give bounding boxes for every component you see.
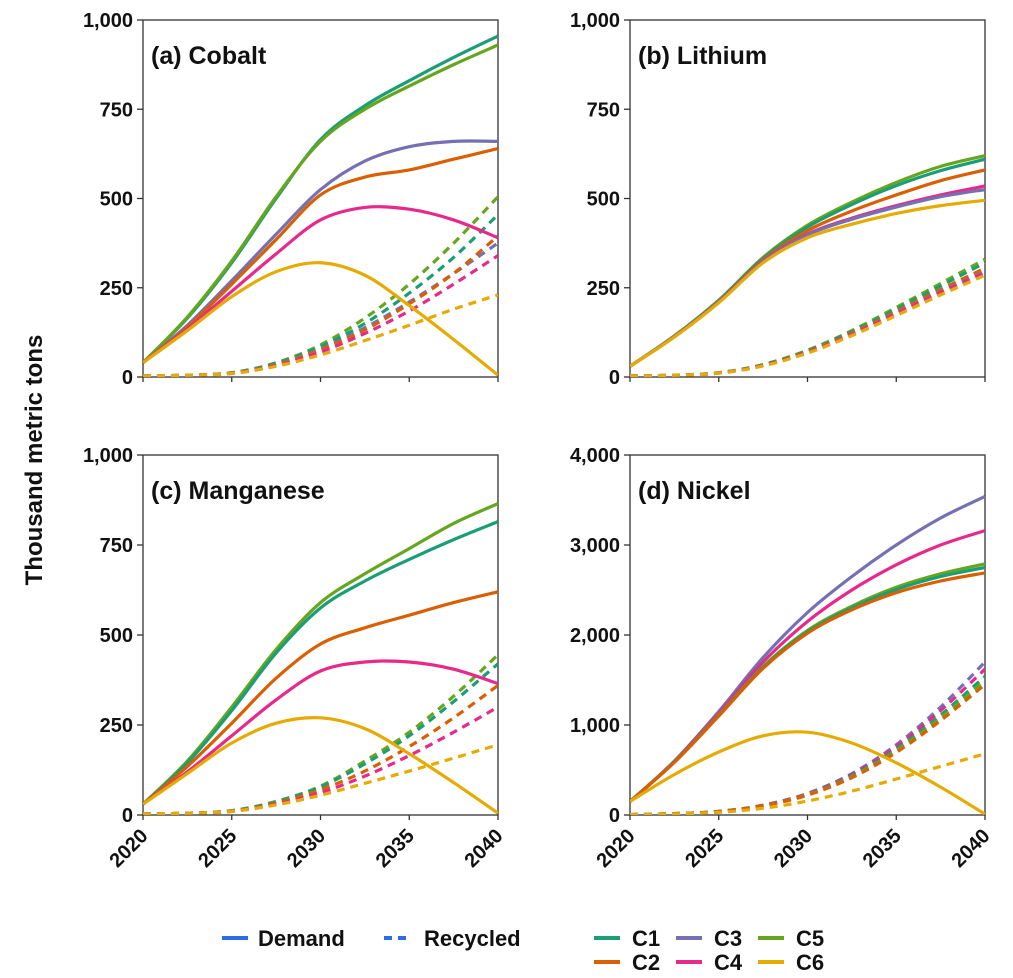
y-tick-label: 250: [100, 278, 133, 300]
x-tick-label: 2030: [283, 825, 330, 872]
x-tick-label: 2040: [461, 825, 508, 872]
panel-d: 0 1,000 2,000 3,000 4,000 2020 2025 2030 2035 204…: [570, 445, 995, 872]
y-tick-label: 0: [122, 805, 133, 827]
x-tick-label: 2025: [194, 825, 241, 872]
series-line-b-c6-demand: [630, 198, 985, 368]
legend-item-c3: C3: [676, 926, 742, 951]
panel-a: 0 250 500 750 1,000 (a) Cobalt: [83, 10, 499, 389]
series-line-c-c2-demand: [143, 590, 498, 806]
legend-c1-label: C1: [632, 926, 660, 951]
legend-item-recycled: Recycled: [384, 926, 521, 951]
y-tick-label: 500: [100, 625, 133, 647]
legend: Demand Recycled C1 C2 C3 C4 C5 C6: [222, 926, 824, 975]
series-line-a-c5-demand: [143, 43, 498, 364]
y-tick-label: 0: [609, 367, 620, 389]
y-tick-label: 0: [122, 367, 133, 389]
series-line-c-c6-recycled: [143, 743, 498, 815]
series-line-c-c1-demand: [143, 520, 498, 806]
panel-title-a: (a) Cobalt: [151, 42, 267, 70]
series-line-a-c4-demand: [143, 205, 498, 364]
y-tick-label: 250: [587, 278, 620, 300]
y-tick-label: 1,000: [83, 10, 133, 32]
legend-item-c5: C5: [758, 926, 824, 951]
panel-title-c: (c) Manganese: [151, 477, 325, 505]
x-tick-label: 2040: [948, 825, 995, 872]
series-group-c: [143, 502, 498, 815]
legend-demand-label: Demand: [258, 926, 345, 951]
legend-c2-label: C2: [632, 950, 660, 975]
y-tick-label: 500: [100, 189, 133, 211]
y-axis-label: Thousand metric tons: [21, 335, 48, 586]
y-tick-label: 1,000: [570, 715, 620, 737]
x-tick-label: 2030: [770, 825, 817, 872]
series-group-a: [143, 34, 498, 377]
legend-item-c4: C4: [676, 950, 743, 975]
y-tick-label: 1,000: [83, 445, 133, 467]
x-tick-label: 2020: [593, 825, 640, 872]
x-tick-label: 2025: [681, 825, 728, 872]
x-tick-label: 2035: [372, 825, 419, 872]
legend-c3-label: C3: [714, 926, 742, 951]
y-tick-label: 1,000: [570, 10, 620, 32]
legend-item-c1: C1: [594, 926, 660, 951]
panel-title-d: (d) Nickel: [638, 477, 751, 505]
legend-c6-label: C6: [796, 950, 824, 975]
series-line-d-c6-demand: [630, 730, 985, 815]
x-tick-label: 2035: [859, 825, 906, 872]
y-tick-label: 3,000: [570, 535, 620, 557]
y-tick-label: 750: [587, 99, 620, 121]
y-tick-label: 4,000: [570, 445, 620, 467]
series-group-d: [630, 494, 985, 815]
legend-item-c2: C2: [594, 950, 660, 975]
panel-c: 0 250 500 750 1,000 2020 2025 2030 2035 2040 (c) M…: [83, 445, 508, 872]
series-line-a-c3-demand: [143, 139, 498, 364]
series-line-b-c6-recycled: [630, 273, 985, 377]
series-line-a-c6-recycled: [143, 293, 498, 377]
legend-c4-label: C4: [714, 950, 743, 975]
y-tick-label: 750: [100, 99, 133, 121]
legend-item-demand: Demand: [222, 926, 345, 951]
panel-title-b: (b) Lithium: [638, 42, 767, 70]
plot-area-c: [142, 454, 499, 816]
y-tick-label: 2,000: [570, 625, 620, 647]
series-line-d-c2-demand: [630, 571, 985, 803]
y-tick-label: 0: [609, 805, 620, 827]
legend-item-c6: C6: [758, 950, 824, 975]
series-line-c-c4-demand: [143, 659, 498, 806]
series-line-c-c6-demand: [143, 716, 498, 815]
y-tick-label: 250: [100, 715, 133, 737]
x-tick-label: 2020: [106, 825, 153, 872]
series-line-a-c6-demand: [143, 261, 498, 377]
legend-c5-label: C5: [796, 926, 824, 951]
series-group-b: [630, 154, 985, 377]
y-tick-label: 500: [587, 189, 620, 211]
series-line-d-c6-recycled: [630, 752, 985, 815]
series-line-a-c2-demand: [143, 146, 498, 364]
y-tick-label: 750: [100, 535, 133, 557]
panel-b: 0 250 500 750 1,000 (b) Lithium: [570, 10, 986, 389]
legend-recycled-label: Recycled: [424, 926, 521, 951]
